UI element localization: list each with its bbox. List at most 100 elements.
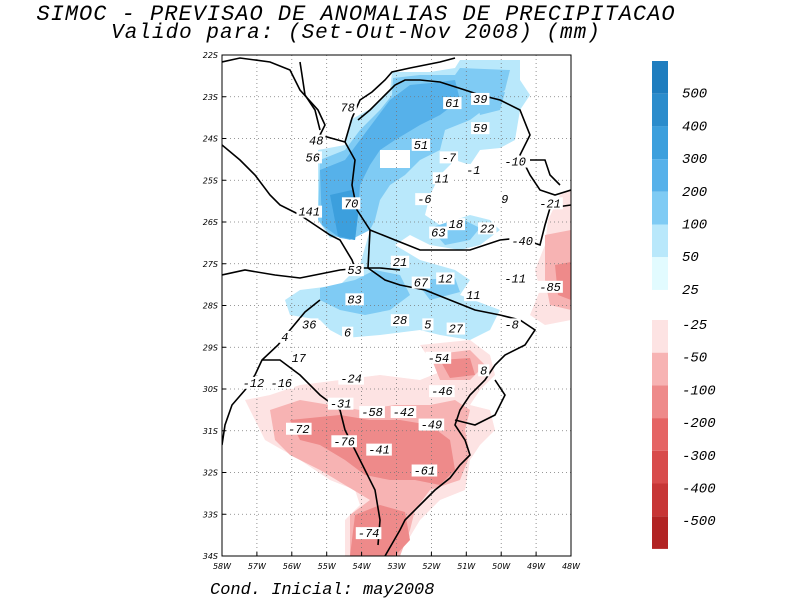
colorbar-label: 100	[682, 218, 707, 234]
anomaly-value: 141	[298, 206, 320, 220]
value-label-background	[478, 222, 497, 235]
anomaly-value: -11	[504, 272, 526, 286]
value-label-background	[411, 138, 431, 151]
value-label-background	[300, 318, 319, 331]
value-label-background	[279, 330, 291, 343]
value-label-background	[502, 272, 528, 285]
latitude-label: 28S	[203, 302, 218, 311]
anomaly-value: 48	[309, 135, 323, 149]
latitude-label: 33S	[203, 510, 218, 519]
anomaly-value: -58	[361, 406, 383, 420]
anomaly-value: 5	[424, 318, 431, 332]
latitude-label: 27S	[203, 260, 218, 269]
anomaly-value: 22	[480, 222, 494, 236]
value-label-background	[436, 272, 455, 285]
anomaly-value: 61	[445, 97, 459, 111]
anomaly-value: 27	[449, 323, 464, 337]
colorbar-label: 200	[682, 185, 707, 201]
value-label-background	[464, 163, 483, 176]
anomaly-value: 63	[431, 227, 445, 241]
anomaly-value: 11	[435, 172, 449, 186]
longitude-label: 57W	[248, 562, 267, 571]
value-label-background	[285, 422, 312, 435]
value-label-background	[355, 527, 382, 540]
value-label-background	[390, 406, 417, 419]
value-label-background	[345, 293, 364, 306]
value-label-background	[289, 351, 308, 364]
anomaly-value: -16	[271, 377, 293, 391]
anomaly-value: 28	[393, 314, 407, 328]
value-label-background	[366, 443, 392, 456]
anomaly-value: -85	[539, 281, 561, 295]
anomaly-value: 8	[480, 364, 487, 378]
value-label-background	[418, 418, 445, 431]
anomaly-value: -76	[333, 435, 355, 449]
latitude-labels: 22S 23S 24S 25S 26S 27S 28S 29S 30S 31S 32S 33S 34S	[203, 51, 226, 561]
anomaly-value: 9	[501, 193, 508, 207]
latitude-label: 22S	[203, 51, 218, 60]
anomaly-value: 56	[306, 151, 320, 165]
value-label-background	[429, 385, 455, 398]
colorbar-label: -100	[682, 383, 716, 399]
value-label-background	[268, 376, 295, 389]
map-title: SIMOC - PREVISAO DE ANOMALIAS DE PRECIPI…	[36, 2, 676, 27]
longitude-labels: 58W 57W 56W 55W 54W 53W 52W 51W 50W 49W 48W	[213, 552, 581, 571]
value-label-background	[446, 218, 466, 231]
value-label-background	[502, 155, 528, 168]
value-label-background	[422, 318, 434, 331]
colorbar-label: 50	[682, 250, 699, 266]
anomaly-field	[245, 60, 571, 556]
longitude-label: 56W	[283, 562, 302, 571]
value-label-background	[411, 464, 438, 477]
value-label-background	[499, 193, 511, 206]
colorbar-swatch	[652, 450, 668, 484]
anomaly-value: 4	[281, 331, 288, 345]
longitude-label: 55W	[318, 562, 337, 571]
value-label-background	[303, 151, 322, 164]
colorbar-swatch	[652, 159, 668, 192]
value-label-background	[345, 264, 364, 277]
value-label-background	[471, 122, 490, 135]
map-subtitle: Valido para: (Set-Out-Nov 2008) (mm)	[111, 22, 601, 45]
value-label-background	[478, 364, 490, 377]
anomaly-value: -1	[466, 164, 480, 178]
anomaly-value: 12	[438, 272, 452, 286]
latitude-label: 26S	[203, 218, 218, 227]
anomaly-value: 36	[302, 318, 316, 332]
latitude-label: 23S	[203, 93, 218, 102]
value-label-background	[464, 289, 483, 302]
colorbar-swatch	[652, 93, 668, 127]
colorbar-label: 400	[682, 119, 707, 135]
colorbar-label: 300	[682, 152, 707, 168]
anomaly-value: -42	[393, 406, 415, 420]
value-label-background	[537, 280, 563, 293]
colorbar-swatch	[652, 385, 668, 419]
colorbar-swatch	[652, 516, 668, 549]
value-label-background	[429, 226, 448, 239]
colorbar-label: -50	[682, 351, 707, 367]
anomaly-value: -24	[340, 373, 362, 387]
value-label-background	[537, 197, 563, 210]
value-label-background	[240, 376, 267, 389]
value-label-background	[439, 151, 459, 164]
colorbar-swatch	[652, 61, 668, 94]
value-label-background	[338, 372, 364, 385]
colorbar-swatch	[652, 224, 668, 258]
colorbar-label: -200	[682, 416, 716, 432]
anomaly-value: 39	[473, 93, 487, 107]
longitude-label: 58W	[213, 562, 232, 571]
colorbar-swatch	[652, 483, 668, 517]
anomaly-value: -10	[504, 156, 526, 170]
latitude-label: 31S	[203, 427, 218, 436]
value-label-background	[327, 397, 354, 410]
longitude-label: 50W	[492, 562, 511, 571]
anomaly-value: -40	[511, 235, 533, 249]
colorbar-label: 500	[682, 87, 707, 103]
colorbar-swatch	[652, 191, 668, 225]
latitude-label: 34S	[203, 552, 218, 561]
anomaly-value: 11	[466, 289, 480, 303]
colorbar-label: -500	[682, 514, 716, 530]
colorbar-swatch	[652, 320, 668, 353]
colorbar-label: -300	[682, 449, 716, 465]
